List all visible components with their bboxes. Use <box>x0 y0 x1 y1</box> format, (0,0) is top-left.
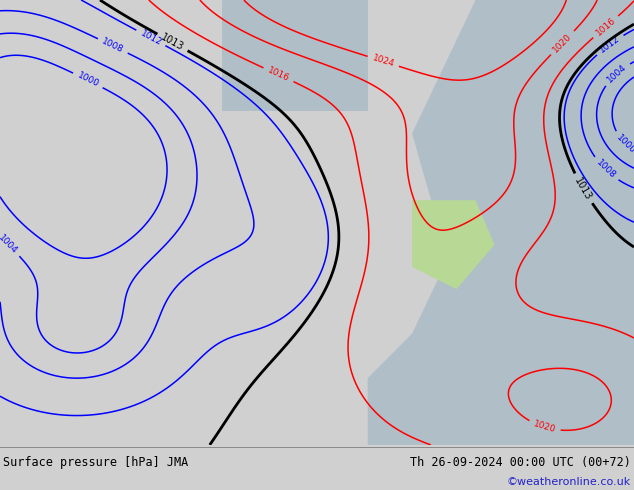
Text: 1020: 1020 <box>533 419 557 435</box>
Text: 1008: 1008 <box>594 158 617 181</box>
Polygon shape <box>368 0 634 445</box>
Text: Surface pressure [hPa] JMA: Surface pressure [hPa] JMA <box>3 456 188 468</box>
Text: 1000: 1000 <box>615 133 634 156</box>
Text: 1008: 1008 <box>101 37 125 55</box>
Text: 1016: 1016 <box>266 66 291 84</box>
Polygon shape <box>222 0 368 111</box>
Text: Th 26-09-2024 00:00 UTC (00+72): Th 26-09-2024 00:00 UTC (00+72) <box>410 456 631 468</box>
Text: 1012: 1012 <box>139 28 163 47</box>
Text: ©weatheronline.co.uk: ©weatheronline.co.uk <box>507 477 631 487</box>
Text: 1016: 1016 <box>594 16 618 38</box>
Text: 1024: 1024 <box>371 53 396 69</box>
Text: 1000: 1000 <box>75 71 100 89</box>
Text: 1013: 1013 <box>159 32 186 52</box>
Polygon shape <box>412 200 495 289</box>
Text: 1004: 1004 <box>605 63 628 85</box>
Text: 1013: 1013 <box>573 175 593 202</box>
Text: 1020: 1020 <box>552 31 574 54</box>
Text: 1004: 1004 <box>0 233 19 256</box>
Text: 1012: 1012 <box>598 34 622 55</box>
